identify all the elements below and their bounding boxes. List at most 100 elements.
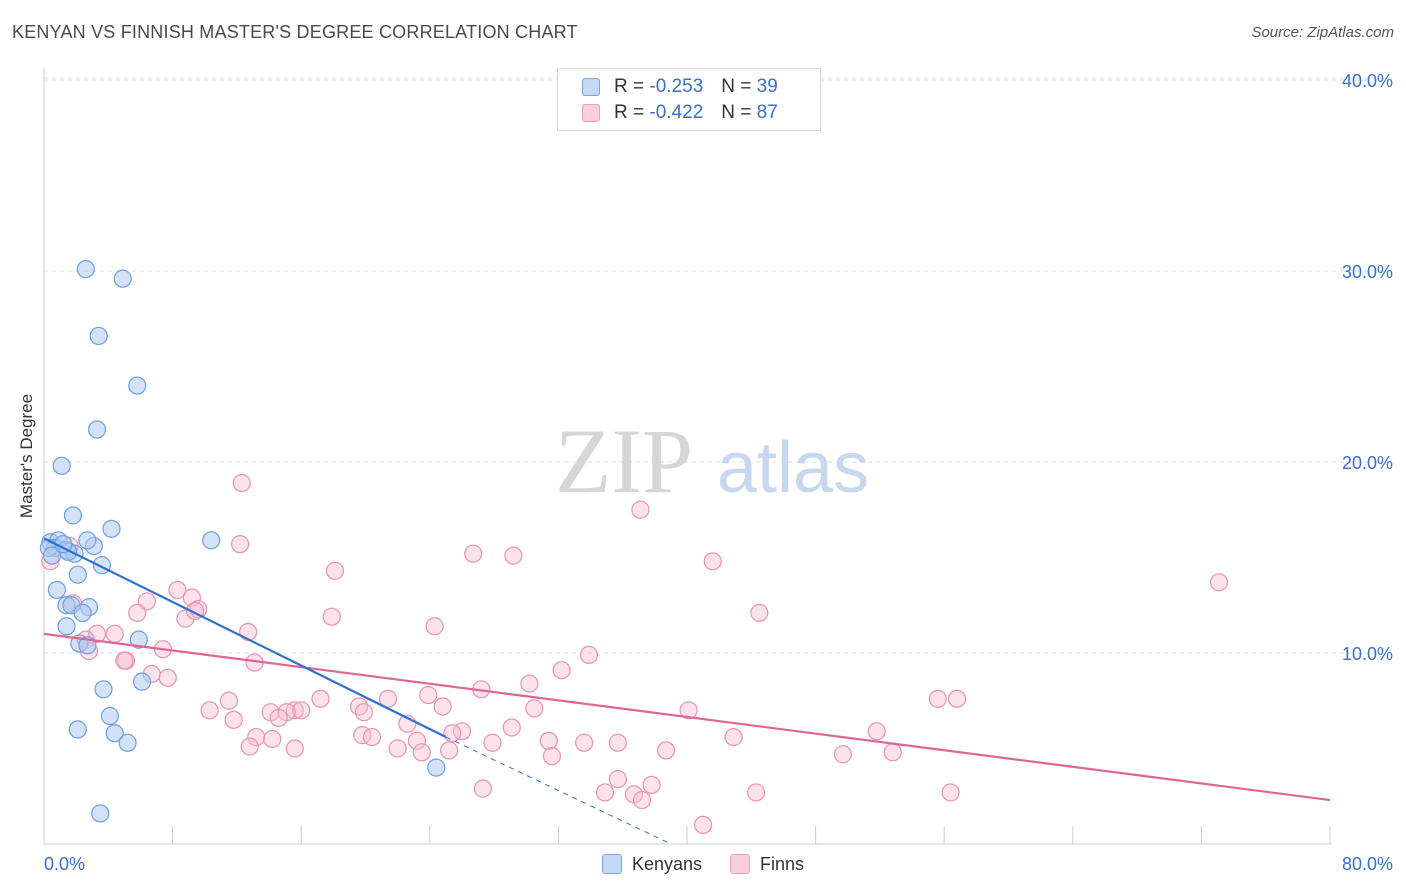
finns-trend-line [43, 632, 1331, 802]
kenyans-point [202, 531, 221, 550]
legend-r-label: R = [614, 76, 645, 97]
y-tick-label: 30.0% [1342, 262, 1393, 282]
kenyans-point [105, 724, 124, 743]
finns-point [724, 727, 743, 747]
finns-point [928, 689, 947, 708]
finns-swatch [582, 104, 600, 122]
kenyans-legend-swatch [601, 854, 622, 874]
kenyans-point [132, 672, 152, 691]
y-tick-label: 40.0% [1342, 71, 1393, 91]
finns-point [263, 729, 282, 749]
kenyans-trend-extension [445, 736, 672, 845]
finns-point [473, 779, 492, 798]
finns-point [642, 775, 661, 794]
finns-point [595, 783, 615, 802]
finns-point [747, 783, 766, 802]
finns-point [941, 783, 960, 802]
kenyans-point [47, 580, 66, 600]
x-tick-label-max: 80.0% [1342, 854, 1393, 874]
finns-point [552, 661, 571, 680]
finns-point [240, 737, 259, 756]
finns-point [504, 546, 523, 565]
finns-point [128, 603, 147, 622]
kenyans-points [39, 259, 446, 823]
finns-point [947, 689, 967, 708]
kenyans-point [63, 506, 83, 525]
kenyans-point [118, 733, 137, 752]
legend-r-value-kenyans: -0.253 [649, 76, 704, 97]
finns-point [632, 790, 652, 810]
kenyans-trend-line [43, 537, 447, 739]
kenyans-point [91, 804, 110, 823]
kenyans-point [52, 456, 71, 475]
finns-point [750, 603, 769, 622]
series-legend: Kenyans Finns [0, 851, 1406, 877]
legend-r-label: R = [614, 102, 645, 123]
finns-point [464, 544, 483, 563]
kenyans-point [129, 630, 148, 649]
finns-point [232, 473, 251, 493]
kenyans-point [57, 617, 76, 636]
finns-point [285, 739, 304, 758]
x-tick-label-min: 0.0% [44, 854, 85, 874]
watermark-zip: ZIP [555, 410, 693, 512]
chart-title: KENYAN VS FINNISH MASTER'S DEGREE CORREL… [12, 22, 578, 42]
finns-point [539, 731, 558, 750]
kenyans-point [73, 603, 92, 622]
finns-point [575, 733, 594, 752]
finns-point [168, 580, 187, 600]
finns-points [41, 473, 1229, 835]
finns-point [325, 561, 345, 580]
tick-labels: 10.0% 20.0% 30.0% 40.0% 0.0% 80.0% [44, 71, 1393, 874]
legend-item-finns[interactable]: Finns [730, 854, 804, 875]
trend-lines [43, 537, 1331, 845]
finns-point [443, 724, 462, 743]
finns-point [224, 710, 243, 729]
finns-point [483, 733, 502, 752]
y-axis-label: Master's Degree [17, 394, 36, 518]
legend-n-label: N = [721, 102, 752, 123]
finns-point [579, 645, 599, 665]
watermark-atlas: atlas [717, 428, 869, 508]
finns-point [322, 607, 341, 626]
finns-point [439, 741, 459, 760]
source-label: Source: ZipAtlas.com [1251, 24, 1394, 41]
legend-label-finns: Finns [760, 853, 805, 874]
kenyans-point [78, 531, 97, 550]
legend-r-value-finns: -0.422 [649, 102, 704, 123]
finns-point [703, 552, 722, 571]
legend-n-value-kenyans: 39 [756, 76, 778, 97]
finns-point [176, 609, 195, 628]
y-tick-label: 20.0% [1342, 453, 1393, 473]
finns-point [833, 745, 853, 764]
finns-point [608, 733, 627, 752]
watermark: ZIP atlas [555, 410, 869, 512]
finns-point [247, 727, 266, 747]
kenyans-point [89, 326, 108, 346]
finns-point [502, 718, 521, 737]
kenyans-point [427, 758, 446, 777]
kenyans-swatch [582, 78, 600, 96]
finns-point [433, 697, 452, 716]
legend-n-label: N = [721, 76, 752, 97]
legend-n-value-finns: 87 [756, 102, 778, 123]
legend-row-finns: R = -0.422 N = 87 [582, 101, 778, 125]
legend-item-kenyans[interactable]: Kenyans [601, 853, 703, 875]
finns-point [362, 727, 382, 747]
finns-point [657, 741, 676, 760]
finns-point [115, 651, 134, 670]
kenyans-point [42, 546, 62, 565]
legend-label-kenyans: Kenyans [631, 853, 703, 874]
finns-point [883, 743, 902, 762]
finns-point [269, 708, 288, 728]
finns-point [631, 500, 650, 519]
correlation-legend: R = -0.253 N = 39 R = -0.422 N = 87 [557, 68, 821, 131]
finns-point [520, 674, 539, 693]
kenyans-point [68, 565, 87, 584]
y-tick-label: 10.0% [1342, 644, 1393, 664]
finns-point [231, 535, 250, 554]
finns-point [219, 691, 238, 710]
finns-point [292, 701, 311, 720]
kenyans-point [94, 680, 113, 699]
